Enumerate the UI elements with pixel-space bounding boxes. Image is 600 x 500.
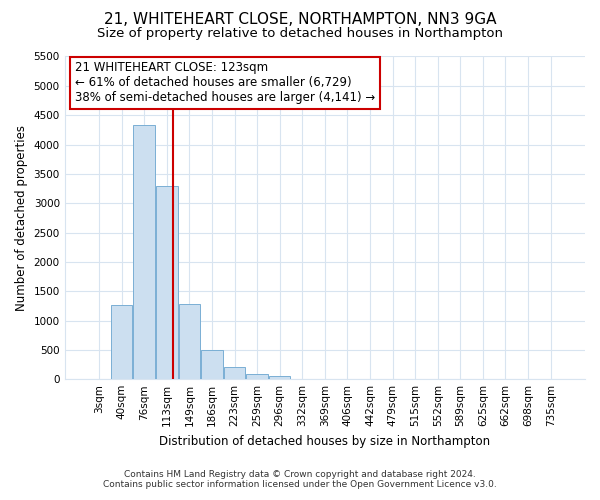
Y-axis label: Number of detached properties: Number of detached properties [15, 125, 28, 311]
Bar [111, 306, 133, 379]
Bar [201, 350, 223, 379]
Bar [269, 376, 290, 379]
Bar [133, 124, 155, 379]
Bar [224, 367, 245, 379]
Bar [156, 186, 178, 379]
Text: Size of property relative to detached houses in Northampton: Size of property relative to detached ho… [97, 28, 503, 40]
Text: 21 WHITEHEART CLOSE: 123sqm
← 61% of detached houses are smaller (6,729)
38% of : 21 WHITEHEART CLOSE: 123sqm ← 61% of det… [75, 62, 376, 104]
Bar [179, 304, 200, 379]
Bar [247, 374, 268, 379]
X-axis label: Distribution of detached houses by size in Northampton: Distribution of detached houses by size … [159, 434, 490, 448]
Text: 21, WHITEHEART CLOSE, NORTHAMPTON, NN3 9GA: 21, WHITEHEART CLOSE, NORTHAMPTON, NN3 9… [104, 12, 496, 28]
Text: Contains HM Land Registry data © Crown copyright and database right 2024.
Contai: Contains HM Land Registry data © Crown c… [103, 470, 497, 489]
